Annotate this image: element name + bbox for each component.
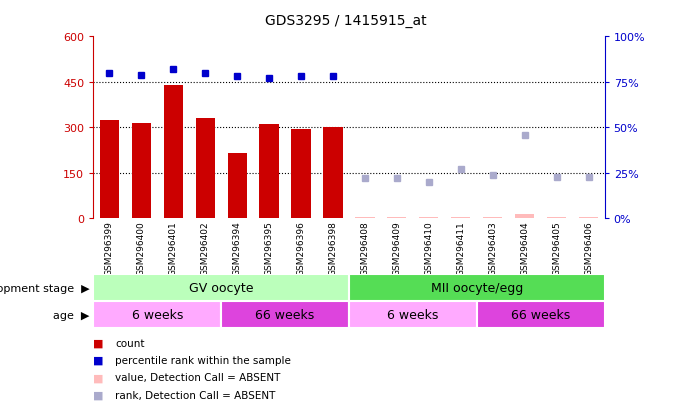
- Text: rank, Detection Call = ABSENT: rank, Detection Call = ABSENT: [115, 390, 276, 400]
- Text: GSM296396: GSM296396: [296, 221, 305, 275]
- Text: GSM296410: GSM296410: [424, 221, 433, 275]
- Text: ■: ■: [93, 338, 104, 348]
- Bar: [579, 217, 598, 219]
- Text: GSM296403: GSM296403: [489, 221, 498, 275]
- Text: percentile rank within the sample: percentile rank within the sample: [115, 355, 292, 365]
- Text: GSM296408: GSM296408: [361, 221, 370, 275]
- Bar: [515, 214, 534, 219]
- Bar: [349, 301, 477, 328]
- Bar: [419, 217, 438, 219]
- Text: 6 weeks: 6 weeks: [387, 309, 439, 321]
- Text: GSM296411: GSM296411: [456, 221, 465, 275]
- Text: value, Detection Call = ABSENT: value, Detection Call = ABSENT: [115, 373, 281, 382]
- Bar: [100, 121, 119, 219]
- Text: GSM296402: GSM296402: [200, 221, 209, 275]
- Text: GSM296400: GSM296400: [137, 221, 146, 275]
- Text: GSM296398: GSM296398: [328, 221, 337, 275]
- Bar: [93, 301, 221, 328]
- Text: GSM296399: GSM296399: [105, 221, 114, 275]
- Text: GSM296405: GSM296405: [552, 221, 561, 275]
- Text: ■: ■: [93, 373, 104, 382]
- Text: GSM296406: GSM296406: [584, 221, 593, 275]
- Text: GV oocyte: GV oocyte: [189, 282, 254, 294]
- Bar: [323, 128, 343, 219]
- Bar: [93, 275, 349, 301]
- Text: ■: ■: [93, 355, 104, 365]
- Text: GSM296404: GSM296404: [520, 221, 529, 275]
- Bar: [164, 85, 182, 219]
- Text: GSM296401: GSM296401: [169, 221, 178, 275]
- Bar: [259, 125, 278, 219]
- Text: MII oocyte/egg: MII oocyte/egg: [430, 282, 523, 294]
- Bar: [355, 217, 375, 219]
- Bar: [131, 123, 151, 219]
- Bar: [483, 217, 502, 219]
- Text: age  ▶: age ▶: [53, 310, 90, 320]
- Bar: [196, 119, 215, 219]
- Bar: [547, 217, 566, 219]
- Text: GDS3295 / 1415915_at: GDS3295 / 1415915_at: [265, 14, 426, 28]
- Text: GSM296395: GSM296395: [265, 221, 274, 275]
- Text: development stage  ▶: development stage ▶: [0, 283, 90, 293]
- Bar: [387, 217, 406, 219]
- Bar: [227, 154, 247, 219]
- Text: 66 weeks: 66 weeks: [256, 309, 314, 321]
- Text: GSM296409: GSM296409: [392, 221, 401, 275]
- Text: GSM296394: GSM296394: [233, 221, 242, 275]
- Bar: [221, 301, 349, 328]
- Bar: [349, 275, 605, 301]
- Bar: [451, 217, 471, 219]
- Text: count: count: [115, 338, 145, 348]
- Text: ■: ■: [93, 390, 104, 400]
- Text: 66 weeks: 66 weeks: [511, 309, 570, 321]
- Text: 6 weeks: 6 weeks: [131, 309, 183, 321]
- Bar: [477, 301, 605, 328]
- Bar: [292, 130, 310, 219]
